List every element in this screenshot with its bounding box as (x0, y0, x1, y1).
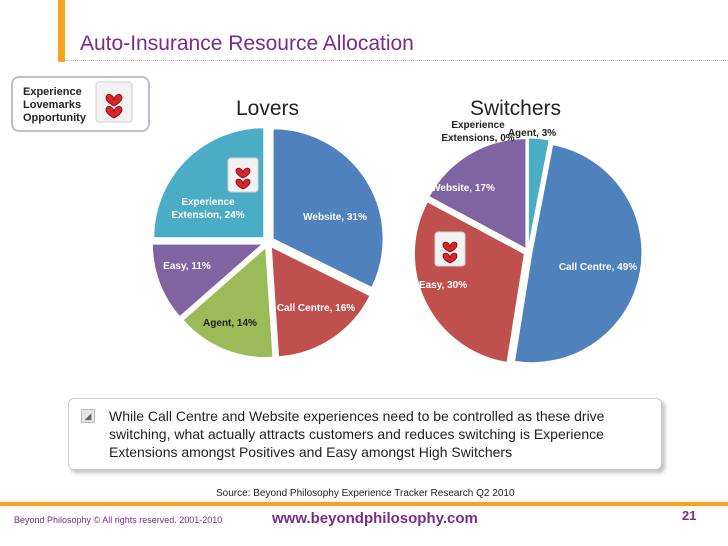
slice-label: Website, 31% (303, 212, 367, 223)
pie-slice (151, 243, 264, 318)
slice-label: Experience Extension, 24% (171, 197, 244, 221)
lovers-chart-title: Lovers (236, 97, 300, 120)
slice-label: Agent, 14% (203, 318, 257, 329)
website-link[interactable]: www.beyondphilosophy.com (272, 510, 478, 527)
slice-label: Easy, 30% (419, 280, 467, 291)
lovers-pie (151, 127, 384, 359)
heart-lovemark-icon (434, 231, 466, 267)
heart-lovemark-icon (95, 81, 133, 123)
pie-slice (428, 138, 527, 250)
legend-line-3: Opportunity (23, 112, 86, 124)
pie-slice (153, 127, 265, 239)
legend-label: Experience Lovemarks Opportunity (23, 86, 103, 125)
copyright-text: Beyond Philosophy © All rights reserved.… (14, 515, 223, 525)
source-note: Source: Beyond Philosophy Experience Tra… (216, 488, 515, 499)
callout-bullet-icon: ◢ (81, 409, 95, 423)
slice-label: Call Centre, 49% (559, 262, 637, 273)
insight-callout: ◢ While Call Centre and Website experien… (68, 398, 662, 470)
slice-label: Easy, 11% (163, 261, 211, 272)
switchers-chart-title: Switchers (470, 97, 562, 120)
page-number: 21 (682, 508, 697, 523)
legend-line-2: Lovemarks (23, 99, 82, 111)
lovers-labels: Website, 31% Call Centre, 16% Agent, 14% Ea… (163, 197, 367, 329)
pie-slice (513, 144, 643, 364)
pie-slice (272, 128, 384, 289)
slice-label: Experience Extensions, 0% (441, 120, 514, 144)
heart-lovemark-icon (227, 157, 259, 193)
slide-title: Auto-Insurance Resource Allocation (80, 32, 414, 55)
switchers-pie (413, 137, 643, 364)
hearts (227, 157, 466, 267)
switchers-labels: Agent, 3% Call Centre, 49% Easy, 30% Websit… (419, 120, 637, 291)
footer-divider (0, 502, 728, 506)
lovemark-legend: Experience Lovemarks Opportunity (11, 76, 150, 132)
slice-label: Call Centre, 16% (277, 303, 355, 314)
slice-label: Agent, 3% (508, 128, 556, 139)
pie-slice (182, 246, 274, 359)
pie-slice (270, 246, 371, 358)
legend-line-1: Experience (23, 86, 82, 98)
title-divider (66, 60, 728, 61)
insight-text: While Call Centre and Website experience… (109, 408, 605, 460)
title-accent-bar (58, 0, 65, 62)
slice-label: Website, 17% (431, 183, 495, 194)
pie-slice (527, 137, 550, 249)
